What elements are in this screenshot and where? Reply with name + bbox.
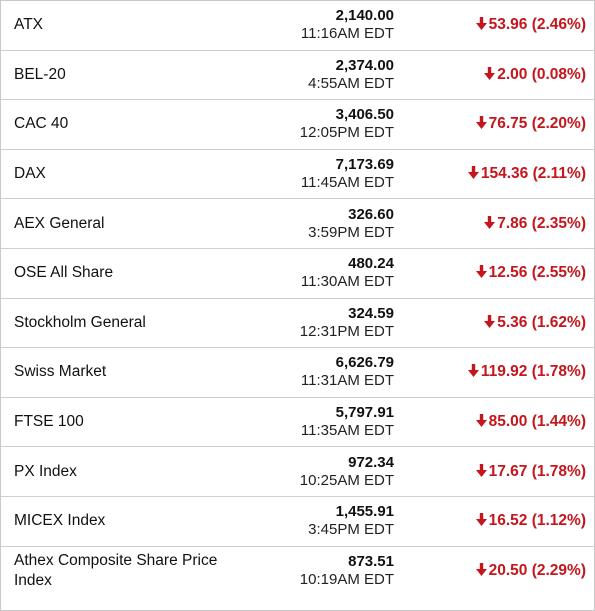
index-time: 11:30AM EDT — [300, 273, 394, 291]
index-table: ATX 2,140.00 11:16AM EDT 53.96 (2.46%) B… — [1, 1, 594, 596]
change-cell: 2.00 (0.08%) — [484, 66, 586, 84]
change-cell: 76.75 (2.20%) — [475, 115, 586, 133]
table-row[interactable]: Swiss Market 6,626.79 11:31AM EDT 119.92… — [1, 348, 594, 398]
table-row[interactable]: ATX 2,140.00 11:16AM EDT 53.96 (2.46%) — [1, 1, 594, 51]
index-time: 12:31PM EDT — [299, 322, 394, 340]
index-value: 1,455.91 — [335, 503, 394, 521]
index-value-cell: 324.59 12:31PM EDT — [300, 305, 394, 341]
index-value-cell: 972.34 10:25AM EDT — [300, 454, 394, 490]
table-row[interactable]: PX Index 972.34 10:25AM EDT 17.67 (1.78%… — [1, 447, 594, 497]
index-value-cell: 2,374.00 4:55AM EDT — [308, 57, 394, 93]
index-value: 3,406.50 — [335, 106, 394, 124]
index-value: 324.59 — [348, 304, 394, 322]
index-time: 4:55AM EDT — [308, 74, 394, 92]
table-row[interactable]: CAC 40 3,406.50 12:05PM EDT 76.75 (2.20%… — [1, 100, 594, 150]
change-value: 17.67 (1.78%) — [488, 462, 586, 480]
down-arrow-icon — [484, 314, 496, 328]
index-value-cell: 3,406.50 12:05PM EDT — [300, 106, 394, 142]
change-value: 20.50 (2.29%) — [488, 562, 586, 580]
down-arrow-icon — [475, 265, 487, 279]
table-row[interactable]: OSE All Share 480.24 11:30AM EDT 12.56 (… — [1, 249, 594, 299]
change-value: 7.86 (2.35%) — [497, 214, 586, 232]
down-arrow-icon — [475, 563, 487, 577]
index-time: 3:59PM EDT — [308, 223, 394, 241]
change-cell: 12.56 (2.55%) — [475, 264, 586, 282]
index-value: 7,173.69 — [335, 156, 394, 174]
change-cell: 16.52 (1.12%) — [475, 512, 586, 530]
index-time: 10:19AM EDT — [299, 571, 394, 589]
index-value-cell: 2,140.00 11:16AM EDT — [301, 7, 394, 43]
change-cell: 17.67 (1.78%) — [475, 462, 586, 481]
change-cell: 5.36 (1.62%) — [484, 314, 586, 332]
change-cell: 53.96 (2.46%) — [475, 16, 586, 34]
index-value: 6,626.79 — [335, 354, 394, 372]
index-value-cell: 326.60 3:59PM EDT — [308, 206, 394, 242]
down-arrow-icon — [484, 215, 496, 229]
table-row[interactable]: Stockholm General 324.59 12:31PM EDT 5.3… — [1, 299, 594, 349]
index-time: 12:05PM EDT — [299, 124, 394, 142]
index-time: 11:35AM EDT — [300, 422, 394, 440]
index-value-cell: 5,797.91 11:35AM EDT — [301, 404, 394, 440]
index-name[interactable]: OSE All Share — [14, 264, 114, 282]
change-value: 53.96 (2.46%) — [488, 16, 586, 34]
index-name[interactable]: CAC 40 — [14, 115, 69, 133]
change-value: 16.52 (1.12%) — [488, 512, 586, 530]
change-cell: 119.92 (1.78%) — [467, 363, 586, 381]
index-name[interactable]: Stockholm General — [14, 313, 146, 331]
index-name[interactable]: Swiss Market — [14, 363, 107, 381]
down-arrow-icon — [475, 17, 487, 31]
table-row[interactable]: BEL-20 2,374.00 4:55AM EDT 2.00 (0.08%) — [1, 51, 594, 101]
down-arrow-icon — [475, 463, 487, 477]
index-value-cell: 6,626.79 11:31AM EDT — [301, 354, 394, 390]
index-value: 480.24 — [348, 255, 394, 273]
index-value: 2,140.00 — [335, 7, 394, 25]
table-row[interactable]: AEX General 326.60 3:59PM EDT 7.86 (2.35… — [1, 199, 594, 249]
down-arrow-icon — [467, 166, 479, 180]
index-name[interactable]: Athex Composite Share Price Index — [14, 552, 218, 590]
index-value-cell: 480.24 11:30AM EDT — [301, 255, 394, 291]
change-cell: 85.00 (1.44%) — [475, 413, 586, 431]
index-time: 3:45PM EDT — [308, 521, 394, 539]
index-time: 11:31AM EDT — [300, 372, 394, 390]
index-time: 11:16AM EDT — [300, 25, 394, 43]
index-name[interactable]: FTSE 100 — [14, 413, 84, 431]
down-arrow-icon — [475, 116, 487, 130]
index-value: 2,374.00 — [335, 56, 394, 74]
index-time: 11:45AM EDT — [300, 174, 394, 192]
index-value-cell: 873.51 10:19AM EDT — [300, 553, 394, 589]
table-row[interactable]: Athex Composite Share Price Index 873.51… — [1, 547, 594, 597]
index-name[interactable]: BEL-20 — [14, 65, 66, 83]
index-name[interactable]: ATX — [14, 16, 43, 34]
change-cell: 7.86 (2.35%) — [484, 215, 586, 233]
index-value: 5,797.91 — [335, 404, 394, 422]
change-value: 85.00 (1.44%) — [488, 413, 586, 431]
index-name[interactable]: DAX — [14, 165, 46, 183]
change-value: 5.36 (1.62%) — [497, 313, 586, 331]
change-value: 154.36 (2.11%) — [480, 165, 586, 183]
index-name[interactable]: AEX General — [14, 214, 105, 232]
index-value: 972.34 — [348, 453, 394, 471]
index-value-cell: 1,455.91 3:45PM EDT — [308, 503, 394, 539]
down-arrow-icon — [475, 414, 487, 428]
table-row[interactable]: DAX 7,173.69 11:45AM EDT 154.36 (2.11%) — [1, 150, 594, 200]
index-value: 326.60 — [348, 205, 394, 223]
change-cell: 20.50 (2.29%) — [475, 562, 586, 580]
index-value-cell: 7,173.69 11:45AM EDT — [301, 156, 394, 192]
down-arrow-icon — [475, 513, 487, 527]
change-cell: 154.36 (2.11%) — [467, 165, 586, 183]
change-value: 76.75 (2.20%) — [488, 115, 586, 133]
table-row[interactable]: FTSE 100 5,797.91 11:35AM EDT 85.00 (1.4… — [1, 398, 594, 448]
index-name[interactable]: PX Index — [14, 462, 77, 480]
table-row[interactable]: MICEX Index 1,455.91 3:45PM EDT 16.52 (1… — [1, 497, 594, 547]
change-value: 12.56 (2.55%) — [488, 264, 586, 282]
change-value: 2.00 (0.08%) — [497, 65, 586, 83]
down-arrow-icon — [484, 66, 496, 80]
change-value: 119.92 (1.78%) — [480, 363, 586, 381]
index-value: 873.51 — [348, 553, 394, 571]
index-time: 10:25AM EDT — [299, 471, 394, 489]
down-arrow-icon — [467, 364, 479, 378]
index-name[interactable]: MICEX Index — [14, 512, 106, 530]
